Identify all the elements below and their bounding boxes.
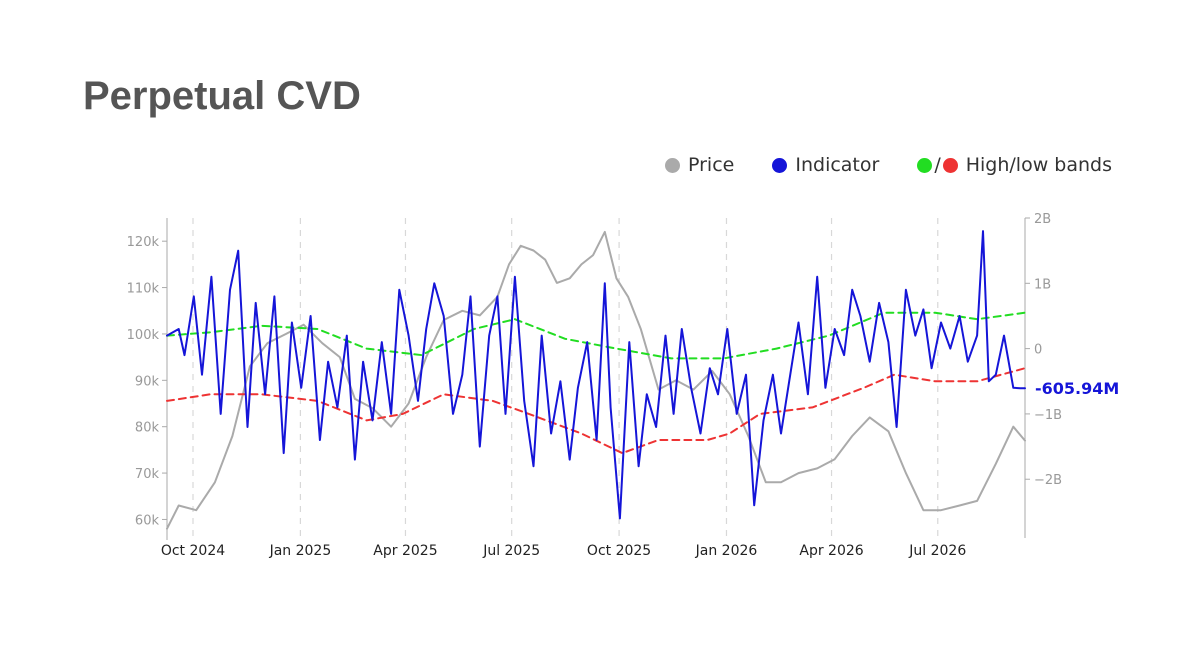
y-right-tick-label: −2B — [1034, 473, 1062, 488]
legend-item-price[interactable]: Price — [665, 154, 734, 176]
y-right-tick-label: 1B — [1034, 277, 1051, 292]
legend-item-indicator[interactable]: Indicator — [772, 154, 879, 176]
low-band-dot-icon — [942, 157, 958, 173]
last-value-label: -605.94M — [1035, 379, 1119, 398]
high-band-dot-icon — [917, 157, 933, 173]
series-line-high-band — [166, 311, 1026, 360]
y-left-tick-label: 120k — [127, 235, 160, 250]
legend-label-bands: High/low bands — [965, 154, 1112, 176]
legend-separator: / — [934, 154, 941, 176]
chart-title: Perpetual CVD — [83, 74, 361, 118]
legend-item-bands[interactable]: / High/low bands — [917, 154, 1112, 176]
x-tick-label: Jan 2025 — [269, 543, 332, 559]
y-left-tick-label: 100k — [127, 328, 160, 343]
price-dot-icon — [665, 157, 680, 173]
y-right-tick-label: 0 — [1034, 343, 1042, 358]
y-right-tick-label: −1B — [1034, 408, 1062, 423]
legend: Price Indicator / High/low bands — [665, 154, 1112, 176]
x-tick-label: Jul 2026 — [908, 543, 966, 559]
y-left-tick-label: 110k — [127, 282, 160, 297]
y-right-tick-label: 2B — [1034, 212, 1051, 227]
y-left-tick-label: 80k — [135, 421, 160, 436]
x-tick-label: Apr 2026 — [799, 543, 863, 559]
x-tick-label: Oct 2024 — [161, 543, 225, 559]
x-tick-label: Jan 2026 — [695, 543, 758, 559]
series-line-low-band — [166, 367, 1026, 455]
y-left-tick-label: 60k — [135, 513, 160, 528]
series-line-indicator — [166, 230, 1026, 520]
x-tick-label: Oct 2025 — [587, 543, 651, 559]
legend-label-indicator: Indicator — [795, 154, 880, 176]
y-left-tick-label: 70k — [135, 467, 160, 482]
legend-label-price: Price — [688, 154, 735, 176]
x-tick-label: Jul 2025 — [482, 543, 540, 559]
x-tick-label: Apr 2025 — [373, 543, 437, 559]
series-line-price — [166, 230, 1026, 530]
indicator-dot-icon — [772, 157, 788, 173]
y-left-tick-label: 90k — [135, 374, 160, 389]
